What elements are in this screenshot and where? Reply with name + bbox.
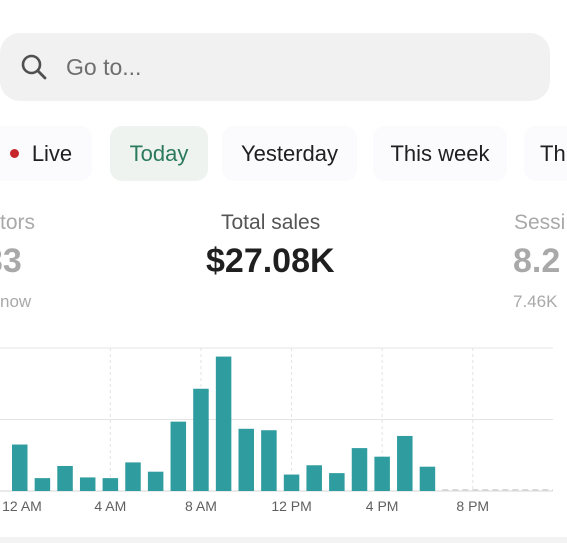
tab-live-label: Live — [31, 140, 73, 166]
chart-bar[interactable] — [193, 388, 209, 491]
metric-sessions-value: 8.2 — [513, 242, 561, 280]
tab-this-week[interactable]: This week — [373, 126, 507, 181]
chart-bar[interactable] — [57, 465, 73, 491]
x-tick-label: 4 PM — [366, 498, 399, 514]
x-tick-label: 8 AM — [185, 498, 217, 514]
tab-yesterday-label: Yesterday — [240, 140, 339, 166]
search-input[interactable] — [66, 47, 506, 87]
chart-bar[interactable] — [170, 421, 187, 491]
tab-yesterday[interactable]: Yesterday — [222, 126, 357, 181]
bottom-divider — [0, 537, 567, 543]
tab-today[interactable]: Today — [110, 126, 208, 181]
tab-this-week-label: This week — [390, 140, 490, 166]
chart-bar[interactable] — [102, 478, 119, 491]
tab-next[interactable]: Th — [524, 126, 567, 181]
sales-bar-chart: 12 AM 4 AM 8 AM 12 PM 4 PM 8 PM — [0, 347, 553, 514]
chart-bar[interactable] — [306, 465, 322, 491]
chart-bar[interactable] — [238, 428, 255, 491]
chart-bar[interactable] — [12, 444, 28, 491]
tab-live[interactable]: Live — [0, 126, 92, 181]
chart-bar[interactable] — [147, 471, 164, 491]
search-icon — [21, 54, 47, 80]
chart-bar[interactable] — [125, 462, 141, 491]
chart-bar[interactable] — [329, 473, 345, 491]
chart-bar[interactable] — [79, 477, 96, 491]
chart-x-ticks: 12 AM 4 AM 8 AM 12 PM 4 PM 8 PM — [2, 498, 489, 514]
search-bar[interactable] — [0, 33, 550, 101]
x-tick-label: 12 PM — [271, 498, 311, 514]
chart-bar[interactable] — [397, 435, 413, 491]
date-range-tabs: Live Today Yesterday This week Th — [0, 126, 567, 181]
tab-today-label: Today — [129, 140, 189, 166]
chart-bars — [12, 356, 436, 491]
x-tick-label: 8 PM — [456, 498, 489, 514]
chart-bar[interactable] — [34, 478, 51, 491]
chart-bar[interactable] — [283, 474, 300, 491]
metric-visitors-value: 33 — [0, 242, 22, 280]
chart-bar[interactable] — [419, 466, 436, 491]
chart-bar[interactable] — [351, 448, 368, 491]
tab-next-label: Th — [540, 140, 566, 166]
metric-sessions-label: Sessi — [514, 211, 566, 234]
metric-visitors-label: tors — [0, 211, 36, 234]
metric-total-sales-value: $27.08K — [206, 242, 335, 280]
x-tick-label: 12 AM — [2, 498, 42, 514]
chart-bar[interactable] — [374, 456, 390, 491]
x-tick-label: 4 AM — [94, 498, 126, 514]
metric-visitors-sub: now — [0, 292, 32, 311]
metric-sessions-sub: 7.46K — [513, 292, 558, 311]
metric-total-sales-label: Total sales — [221, 211, 321, 234]
chart-bar[interactable] — [261, 430, 277, 491]
live-dot-icon — [9, 149, 19, 158]
chart-bar[interactable] — [215, 356, 232, 491]
